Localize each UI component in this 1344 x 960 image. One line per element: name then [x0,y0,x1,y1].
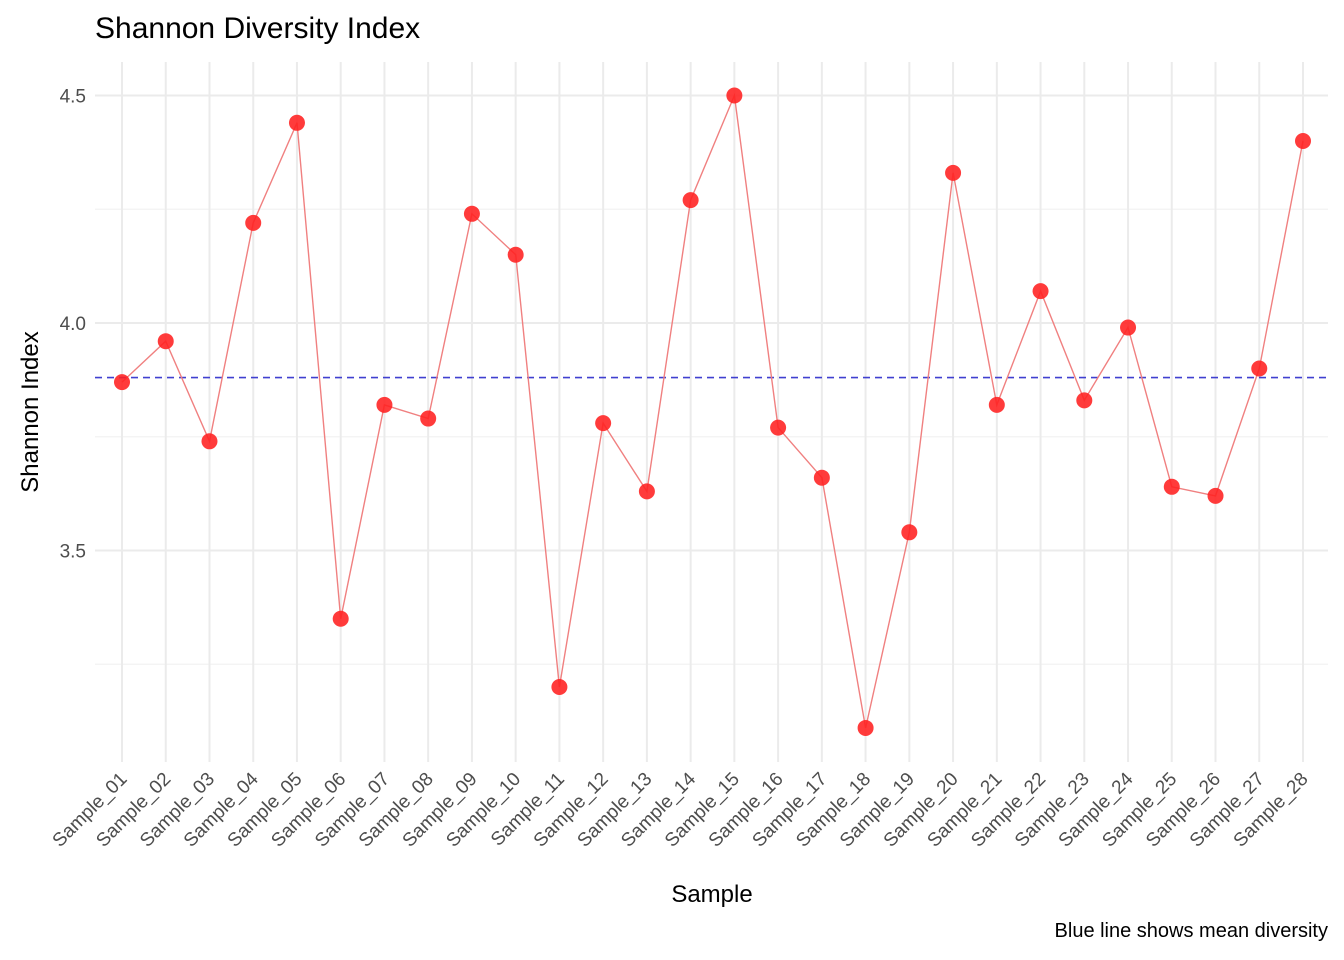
y-tick-label: 3.5 [60,542,86,563]
data-point [595,415,612,432]
data-point [770,419,787,436]
series-line [121,92,1304,729]
data-point [507,246,524,263]
data-point [901,524,918,541]
x-tick-labels: Sample_01Sample_02Sample_03Sample_04Samp… [49,768,1313,851]
data-point [1076,392,1093,409]
data-point [551,679,568,695]
data-point [332,610,349,627]
chart-caption: Blue line shows mean diversity [1054,920,1328,942]
data-point [813,469,830,486]
y-axis-title: Shannon Index [17,331,44,492]
data-point [1251,360,1268,377]
series-group [114,87,1311,736]
data-point [201,433,218,450]
data-point [288,114,305,131]
data-point [157,333,174,350]
data-point [682,192,699,209]
grid-lines [95,62,1328,762]
chart-title: Shannon Diversity Index [95,12,421,45]
data-point [1295,133,1311,149]
y-tick-label: 4.0 [60,314,86,335]
y-tick-label: 4.5 [60,87,86,108]
data-point [114,374,130,391]
data-point [1207,487,1224,504]
data-point [463,205,480,222]
data-point [245,214,262,231]
data-point [988,396,1005,413]
data-point [1120,319,1137,336]
data-point [376,396,393,413]
x-axis-title: Sample [671,881,752,908]
data-point [945,164,962,181]
data-point [726,87,743,104]
data-point [1032,283,1049,300]
data-point [857,719,874,736]
data-point [638,483,655,500]
y-tick-labels: 3.5 4.0 4.5 [60,87,86,563]
data-point [420,410,437,427]
data-point [1163,478,1180,495]
